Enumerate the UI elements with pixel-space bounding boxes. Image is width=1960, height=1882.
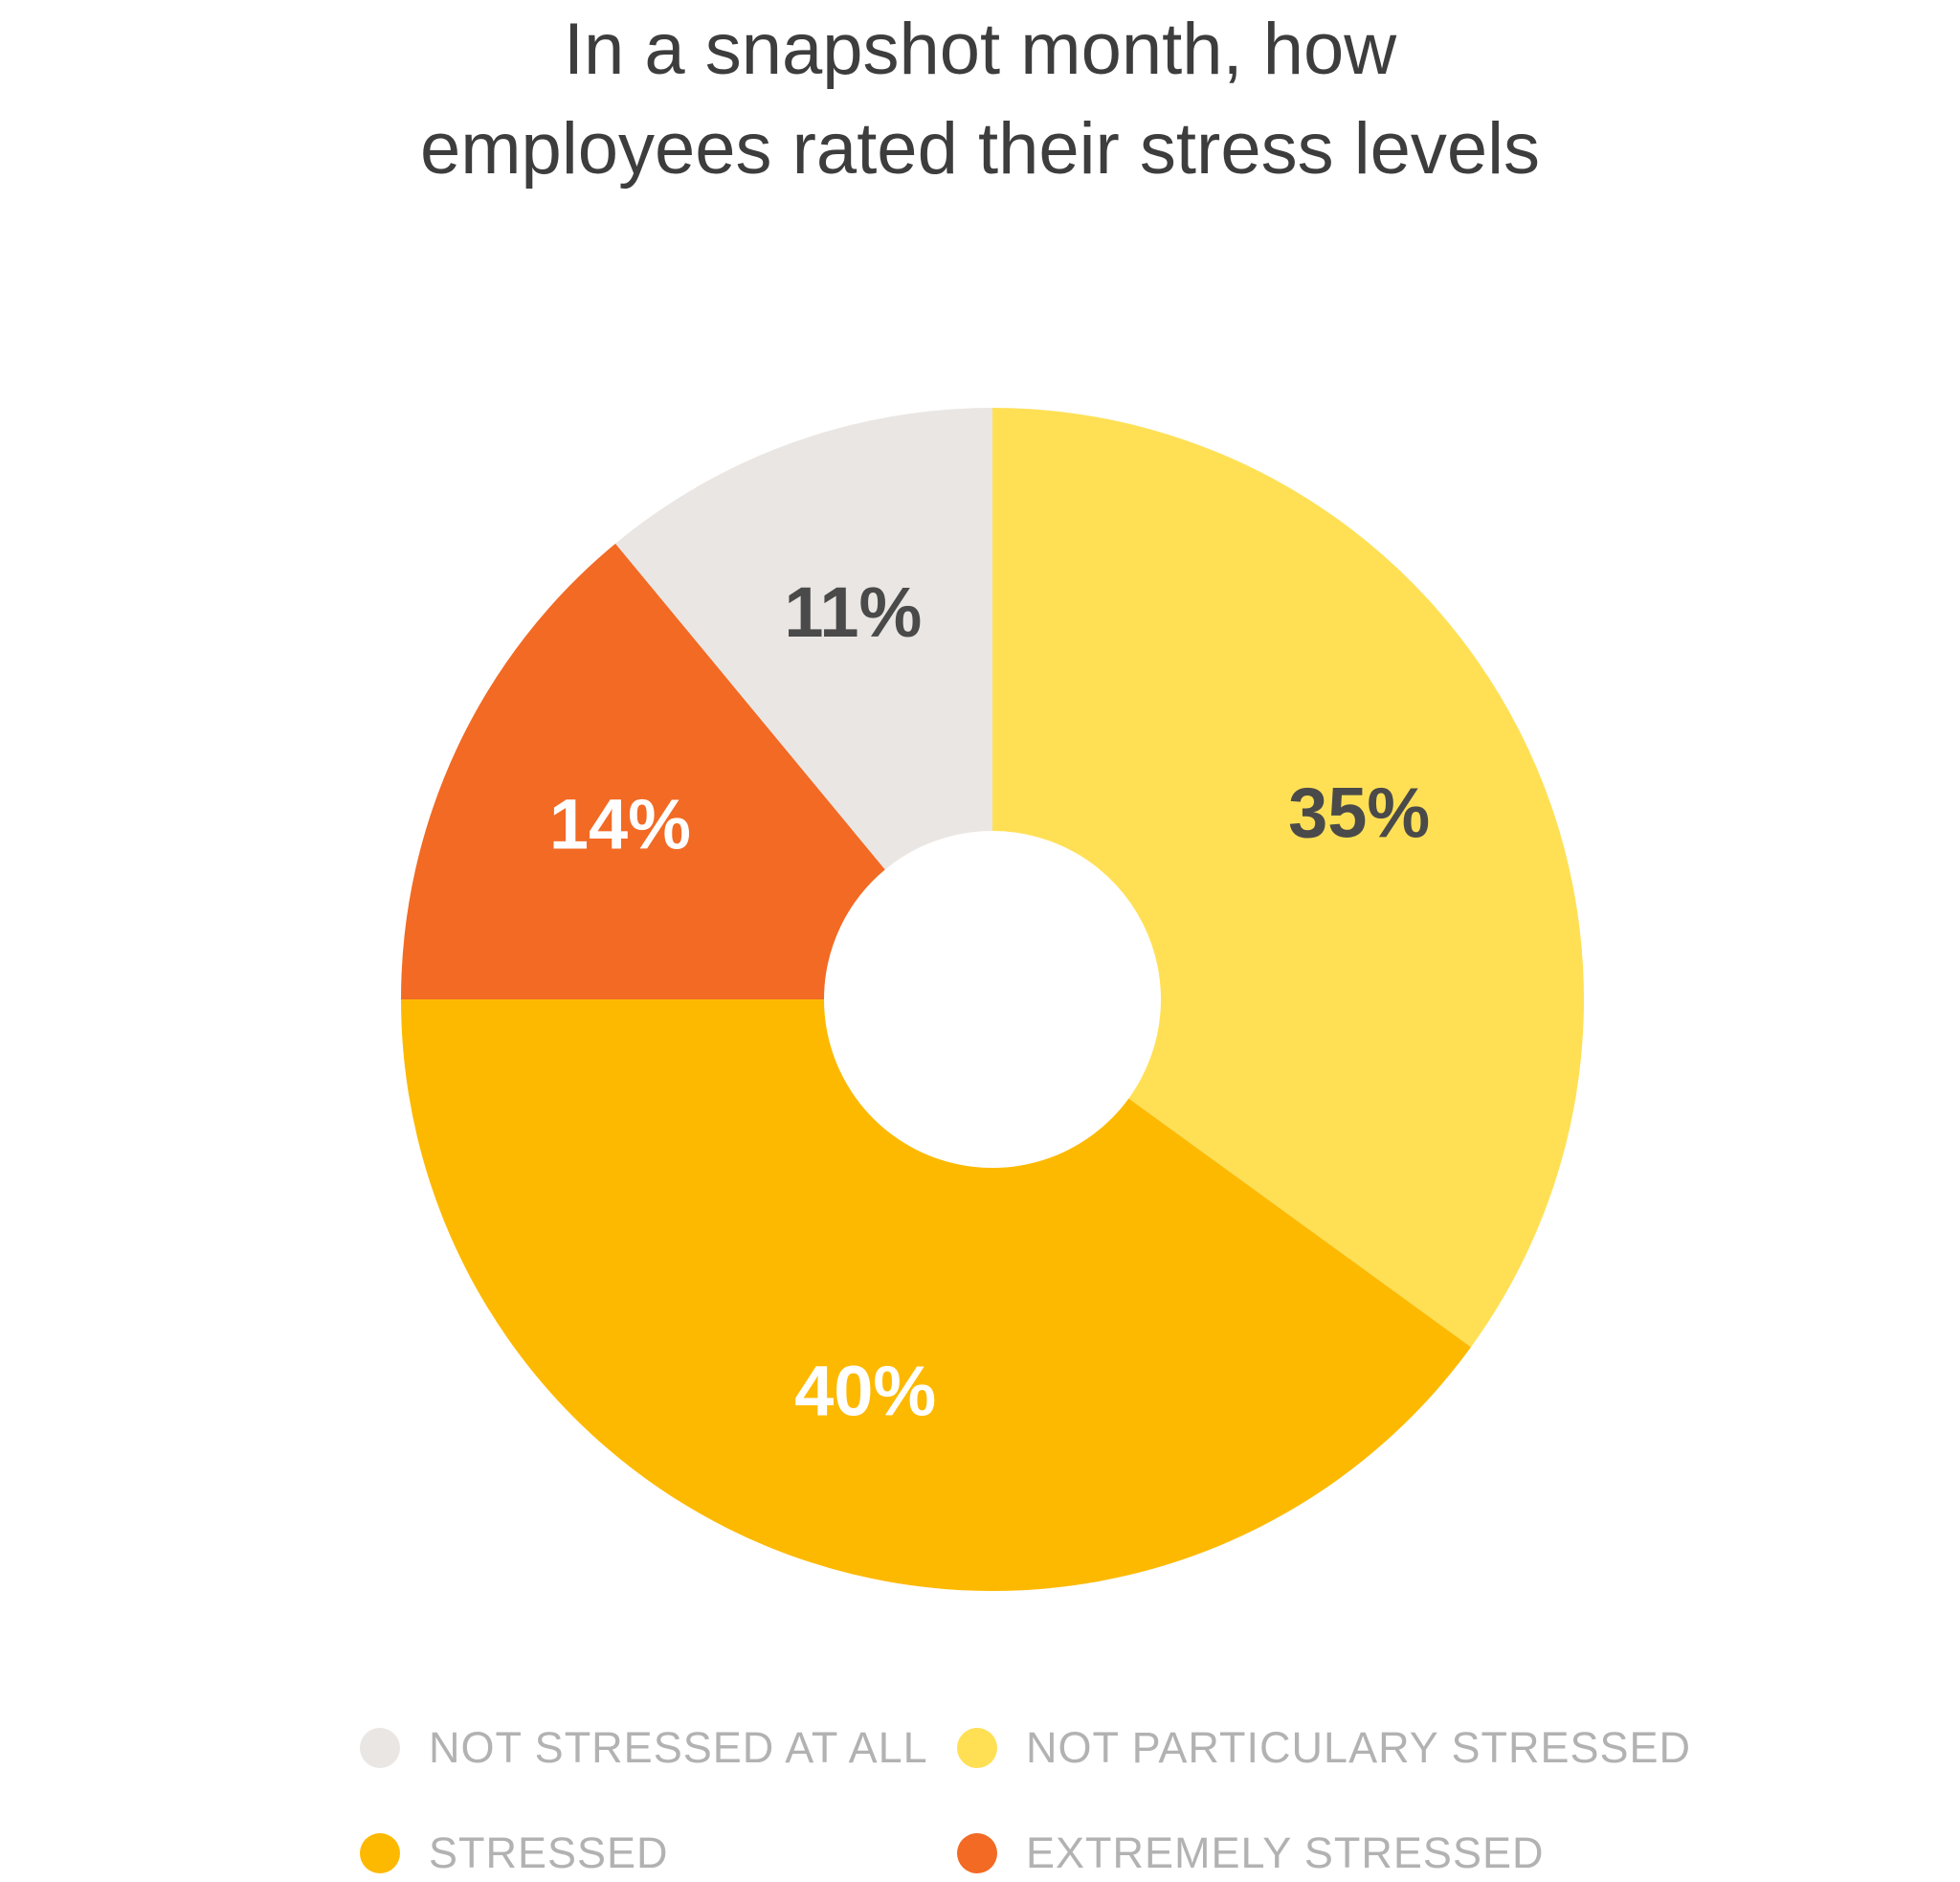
legend-swatch-stressed — [360, 1833, 400, 1873]
slice-value-label-stressed: 40% — [794, 1351, 936, 1430]
legend-item-not-particulary-stressed: NOT PARTICULARY STRESSED — [957, 1719, 1691, 1777]
chart-title-line-2: employees rated their stress levels — [419, 108, 1541, 190]
legend-item-extremely-stressed: EXTREMELY STRESSED — [957, 1825, 1544, 1882]
chart-title: In a snapshot month, how employees rated… — [0, 0, 1960, 199]
legend-swatch-extremely-stressed — [957, 1833, 997, 1873]
legend-item-stressed: STRESSED — [360, 1825, 669, 1882]
legend-label-not-stressed: NOT STRESSED AT ALL — [429, 1723, 928, 1772]
legend-label-extremely-stressed: EXTREMELY STRESSED — [1026, 1828, 1545, 1877]
legend-label-stressed: STRESSED — [429, 1828, 669, 1877]
chart-title-line-1: In a snapshot month, how — [563, 9, 1397, 90]
donut-slice-not-stressed-at-all — [615, 408, 992, 870]
slice-value-label-extremely-stressed: 14% — [549, 784, 691, 863]
legend-swatch-not-stressed — [360, 1728, 400, 1768]
slice-value-label-not-stressed-at-all: 11% — [784, 572, 922, 652]
slice-value-label-not-particulary-stressed: 35% — [1288, 773, 1430, 852]
donut-slice-not-particulary-stressed — [992, 408, 1585, 1348]
legend-label-not-particulary-stressed: NOT PARTICULARY STRESSED — [1026, 1723, 1692, 1772]
legend-swatch-not-particulary-stressed — [957, 1728, 997, 1768]
donut-slice-stressed — [401, 999, 1471, 1592]
donut-slice-extremely-stressed — [401, 543, 885, 999]
legend-item-not-stressed: NOT STRESSED AT ALL — [360, 1719, 928, 1777]
